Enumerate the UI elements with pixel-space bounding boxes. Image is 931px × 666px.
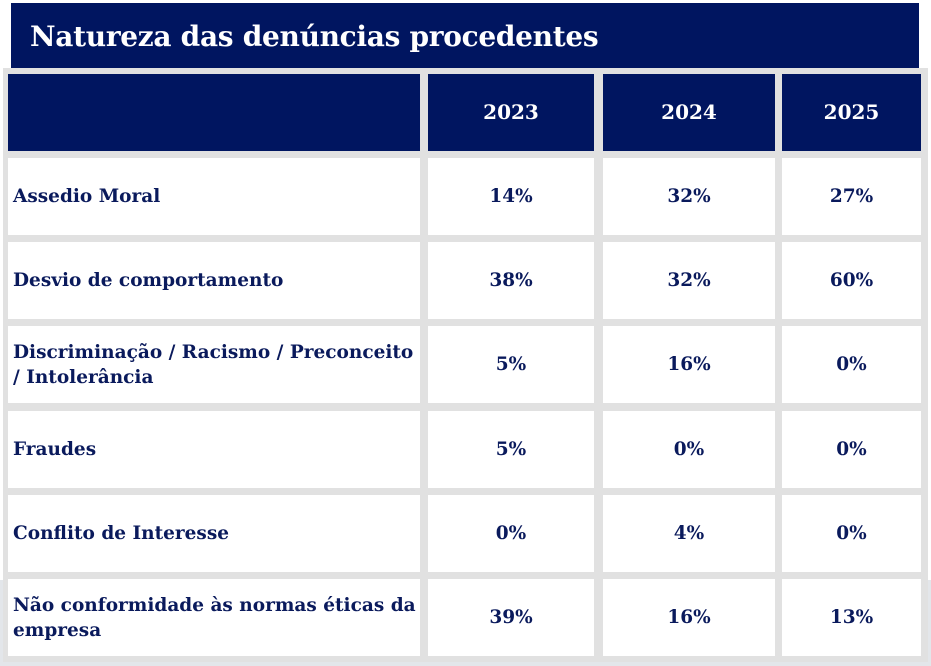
table-cell-value-text: 14%	[489, 186, 533, 207]
table-cell-value-text: 0%	[836, 439, 867, 460]
table-cell-value-text: 16%	[667, 607, 711, 628]
table-cell-value-text: 60%	[829, 270, 874, 291]
table-cell-value: 14%	[428, 158, 594, 235]
table-cell-value-text: 0%	[495, 523, 527, 544]
table-cell-value: 60%	[782, 242, 921, 319]
table-cell-value-text: 4%	[673, 523, 705, 544]
row-label: Conflito de Interesse	[8, 495, 420, 572]
column-header-2023-text: 2023	[483, 100, 539, 124]
table-cell-value: 5%	[428, 326, 594, 403]
table-cell-value-text: 32%	[667, 270, 711, 291]
table-cell-value: 16%	[603, 326, 775, 403]
table-cell-value-text: 0%	[836, 354, 867, 375]
row-label-text: Desvio de comportamento	[13, 270, 284, 291]
table-cell-value: 13%	[782, 579, 921, 656]
table-cell-value: 38%	[428, 242, 594, 319]
table-cell-value: 39%	[428, 579, 594, 656]
title-bar: Natureza das denúncias procedentes	[11, 3, 919, 69]
table-cell-value: 32%	[603, 158, 775, 235]
column-header-2023: 2023	[428, 74, 594, 151]
column-header-2025: 2025	[782, 74, 921, 151]
column-header-2024: 2024	[603, 74, 775, 151]
row-label: Discriminação / Racismo / Preconceito / …	[8, 326, 420, 403]
table-cell-value-text: 5%	[495, 354, 527, 375]
table-cell-value: 0%	[782, 411, 921, 488]
table-cell-value-text: 38%	[489, 270, 533, 291]
row-label: Assedio Moral	[8, 158, 420, 235]
table-cell-value: 4%	[603, 495, 775, 572]
table-cell-value-text: 5%	[495, 439, 527, 460]
table-cell-value: 0%	[603, 411, 775, 488]
header-corner-cell	[8, 74, 420, 151]
row-label: Fraudes	[8, 411, 420, 488]
row-label: Não conformidade às normas éticas da emp…	[8, 579, 420, 656]
page-title: Natureza das denúncias procedentes	[30, 19, 599, 53]
table-cell-value-text: 39%	[489, 607, 533, 628]
table-cell-value: 0%	[782, 495, 921, 572]
row-label-text: Não conformidade às normas éticas da emp…	[13, 594, 416, 641]
table-cell-value-text: 27%	[829, 186, 874, 207]
row-label-text: Fraudes	[13, 439, 97, 460]
table-cell-value: 16%	[603, 579, 775, 656]
table-cell-value-text: 16%	[667, 354, 711, 375]
column-header-2025-text: 2025	[823, 100, 880, 124]
table-cell-value: 0%	[428, 495, 594, 572]
table-cell-value-text: 0%	[673, 439, 705, 460]
row-label-text: Assedio Moral	[13, 186, 161, 207]
table-cell-value: 27%	[782, 158, 921, 235]
table-cell-value-text: 32%	[667, 186, 711, 207]
table-cell-value: 5%	[428, 411, 594, 488]
row-label: Desvio de comportamento	[8, 242, 420, 319]
row-label-text: Conflito de Interesse	[13, 523, 230, 544]
row-label-text: Discriminação / Racismo / Preconceito / …	[13, 341, 414, 388]
table-cell-value: 32%	[603, 242, 775, 319]
data-table: 2023 2024 2025 Assedio Moral 14% 32% 27% Desvio…	[3, 68, 928, 662]
table-cell-value-text: 13%	[829, 607, 874, 628]
column-header-2024-text: 2024	[661, 100, 717, 124]
table-cell-value: 0%	[782, 326, 921, 403]
table-cell-value-text: 0%	[836, 523, 867, 544]
